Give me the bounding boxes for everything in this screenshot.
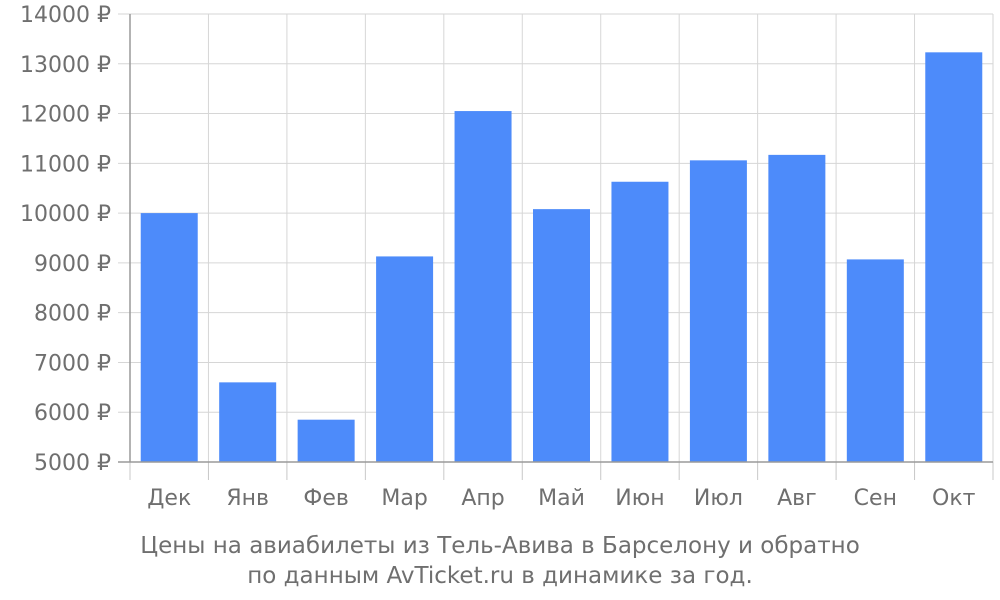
x-tick-label: Фев [303, 486, 348, 511]
bar-6 [533, 209, 590, 462]
bar-10 [846, 259, 904, 462]
y-tick-label: 13000 ₽ [20, 53, 111, 78]
bar-9 [768, 154, 826, 463]
bar-11 [925, 52, 983, 462]
x-tick-label: Июл [694, 486, 743, 511]
x-tick-label: Май [538, 486, 585, 511]
bar-2 [219, 382, 277, 462]
x-tick-label: Апр [461, 486, 504, 511]
y-tick-label: 11000 ₽ [20, 152, 111, 177]
bar-4 [376, 256, 434, 462]
bars [140, 52, 983, 463]
bar-8 [689, 160, 747, 462]
x-tick-label: Мар [381, 486, 427, 511]
x-tick-label: Янв [226, 486, 269, 511]
y-tick-label: 6000 ₽ [34, 401, 111, 426]
y-tick-label: 12000 ₽ [20, 103, 111, 128]
chart-caption-line-2: по данным AvTicket.ru в динамике за год. [247, 563, 753, 589]
x-tick-label: Июн [615, 486, 664, 511]
y-tick-label: 14000 ₽ [20, 3, 111, 28]
y-tick-label: 7000 ₽ [34, 351, 111, 376]
chart-caption-line-1: Цены на авиабилеты из Тель-Авива в Барсе… [140, 533, 860, 559]
bar-3 [297, 419, 355, 462]
y-tick-label: 5000 ₽ [34, 451, 111, 476]
y-tick-label: 8000 ₽ [34, 302, 111, 327]
x-tick-label: Дек [147, 486, 191, 511]
x-tick-label: Сен [854, 486, 897, 511]
bar-1 [140, 213, 198, 462]
bar-7 [611, 181, 669, 463]
y-tick-label: 10000 ₽ [20, 202, 111, 227]
x-tick-label: Окт [932, 486, 976, 511]
bar-chart: 5000 ₽ 6000 ₽ 7000 ₽ 8000 ₽ 9000 ₽ 10000 ₽ 110… [20, 3, 994, 511]
x-tick-labels: Дек Янв Фев Мар Апр Май Июн Июл Авг Сен Окт [147, 486, 975, 511]
y-tick-label: 9000 ₽ [34, 252, 111, 277]
y-tick-labels: 5000 ₽ 6000 ₽ 7000 ₽ 8000 ₽ 9000 ₽ 10000 ₽ 110… [20, 3, 111, 476]
bar-5 [454, 111, 512, 463]
x-tick-label: Авг [777, 486, 817, 511]
axes [118, 14, 994, 480]
